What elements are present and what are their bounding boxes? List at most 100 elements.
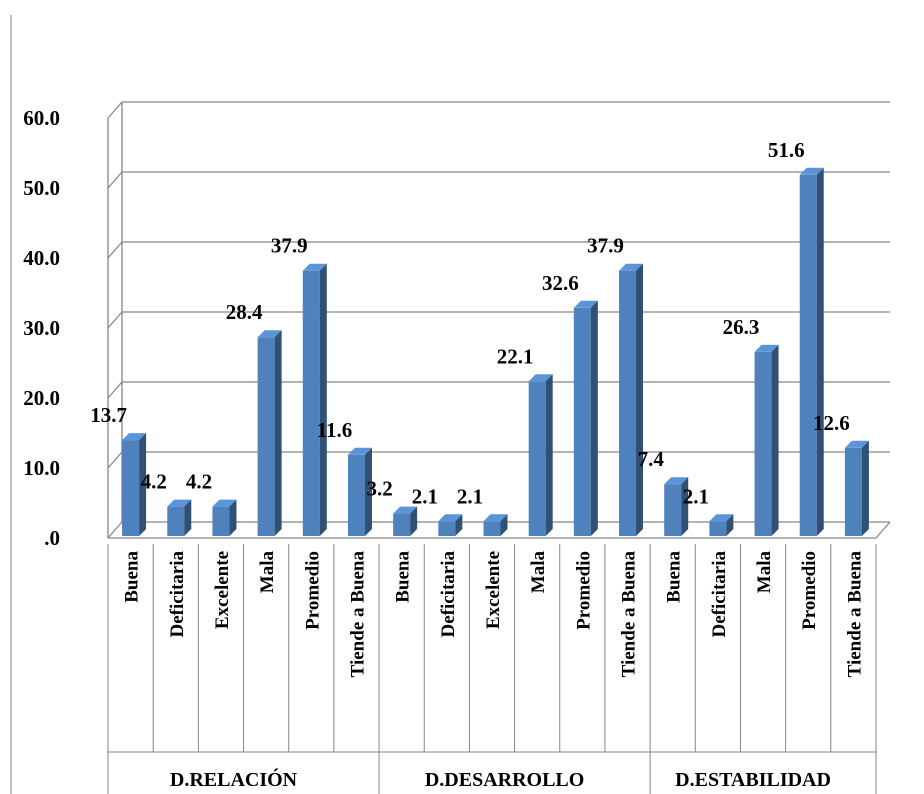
x-tick-label: Deficitaria xyxy=(167,551,188,638)
category-table: Buena Deficitaria Excelente Mala Promedio Tie… xyxy=(107,544,877,794)
bar-front xyxy=(438,521,456,536)
bar-side xyxy=(139,433,147,536)
bar-side xyxy=(726,514,734,536)
x-tick-label: Buena xyxy=(393,551,414,603)
y-tick-label: 10.0 xyxy=(23,456,60,480)
bar-top xyxy=(799,167,824,175)
x-tick-label: Buena xyxy=(122,551,143,603)
group-label: D.ESTABILIDAD xyxy=(675,769,831,791)
bar xyxy=(619,263,644,536)
bar-front xyxy=(302,270,320,536)
data-labels: 13.7 4.2 4.2 28.4 37.9 11.6 3.2 2.1 2.1 22.1 32.6 3… xyxy=(90,138,850,508)
bar-top xyxy=(844,440,869,448)
x-tick-label: Tiende a Buena xyxy=(347,551,368,678)
x-tick-label: Excelente xyxy=(483,551,504,629)
bar-front xyxy=(257,337,275,536)
data-label: 32.6 xyxy=(542,271,579,295)
bar-top xyxy=(393,506,418,514)
y-tick-label: .0 xyxy=(44,526,60,550)
bar-top xyxy=(528,374,553,382)
data-label: 7.4 xyxy=(638,447,665,471)
data-label: 26.3 xyxy=(723,315,760,339)
bar-top xyxy=(483,514,508,522)
bar-front xyxy=(573,307,591,536)
bar-top xyxy=(664,477,689,485)
bars xyxy=(122,167,869,537)
data-label: 11.6 xyxy=(317,418,353,442)
data-label: 2.1 xyxy=(457,484,483,508)
bar-side xyxy=(590,300,598,536)
bar-side xyxy=(681,477,689,536)
x-tick-label: Buena xyxy=(664,551,685,603)
bar xyxy=(438,514,463,536)
bar-front xyxy=(754,351,772,536)
bar-top xyxy=(573,300,598,308)
gridline-diagonal xyxy=(107,171,123,189)
bar-front xyxy=(122,440,140,536)
bar-top xyxy=(438,514,463,522)
bar-front xyxy=(347,454,365,536)
gridline-diagonal xyxy=(107,521,123,539)
y-tick-label: 20.0 xyxy=(23,386,60,410)
bar xyxy=(122,433,147,536)
group-label: D.RELACIÓN xyxy=(170,767,298,791)
bar-side xyxy=(861,440,869,536)
bar-side xyxy=(500,514,508,536)
bar-side xyxy=(410,506,418,536)
data-label: 37.9 xyxy=(271,234,308,258)
bar-front xyxy=(393,513,411,536)
x-tick-label: Deficitaria xyxy=(709,551,730,638)
gridline-diagonal xyxy=(107,451,123,469)
bar-front xyxy=(664,484,682,536)
bar xyxy=(844,440,869,536)
bar-top xyxy=(709,514,734,522)
bar xyxy=(167,499,192,536)
bar xyxy=(799,167,824,537)
bar-front xyxy=(528,381,546,536)
gridline-diagonal xyxy=(107,381,123,399)
gridlines xyxy=(107,101,890,539)
x-tick-label: Mala xyxy=(528,551,549,594)
group-label: D.DESARROLLO xyxy=(425,769,584,791)
x-tick-label: Promedio xyxy=(799,551,820,630)
y-axis-ticks: .0 10.0 20.0 30.0 40.0 50.0 60.0 xyxy=(23,106,60,550)
bar-top xyxy=(619,263,644,271)
bar-front xyxy=(844,447,862,536)
bar-side xyxy=(816,167,824,537)
y-tick-label: 50.0 xyxy=(23,176,60,200)
x-tick-label: Tiende a Buena xyxy=(619,551,640,678)
bar-side xyxy=(319,263,327,536)
bar-side xyxy=(455,514,463,536)
data-label: 4.2 xyxy=(141,470,167,494)
bar-front xyxy=(167,506,185,536)
data-label: 51.6 xyxy=(768,138,805,162)
bar-side xyxy=(545,374,553,536)
bar xyxy=(664,477,689,536)
bar-top xyxy=(167,499,192,507)
bar-front xyxy=(619,270,637,536)
bar-side xyxy=(771,344,779,536)
bar xyxy=(302,263,327,536)
bar xyxy=(754,344,779,536)
bar xyxy=(573,300,598,536)
bar xyxy=(709,514,734,536)
y-tick-label: 40.0 xyxy=(23,246,60,270)
data-label: 2.1 xyxy=(412,484,438,508)
data-label: 28.4 xyxy=(226,300,263,324)
x-tick-label: Deficitaria xyxy=(438,551,459,638)
x-tick-label: Excelente xyxy=(212,551,233,629)
data-label: 2.1 xyxy=(683,484,709,508)
bar-top xyxy=(347,447,372,455)
bar xyxy=(257,330,282,536)
axis-lines xyxy=(107,102,891,539)
bar-side xyxy=(184,499,192,536)
data-label: 13.7 xyxy=(90,403,127,427)
data-label: 22.1 xyxy=(497,344,534,368)
y-tick-label: 30.0 xyxy=(23,316,60,340)
bar-front xyxy=(483,521,501,536)
bar-top xyxy=(122,433,147,441)
gridline-diagonal xyxy=(107,311,123,329)
bar-front xyxy=(799,174,817,537)
bar-top xyxy=(754,344,779,352)
